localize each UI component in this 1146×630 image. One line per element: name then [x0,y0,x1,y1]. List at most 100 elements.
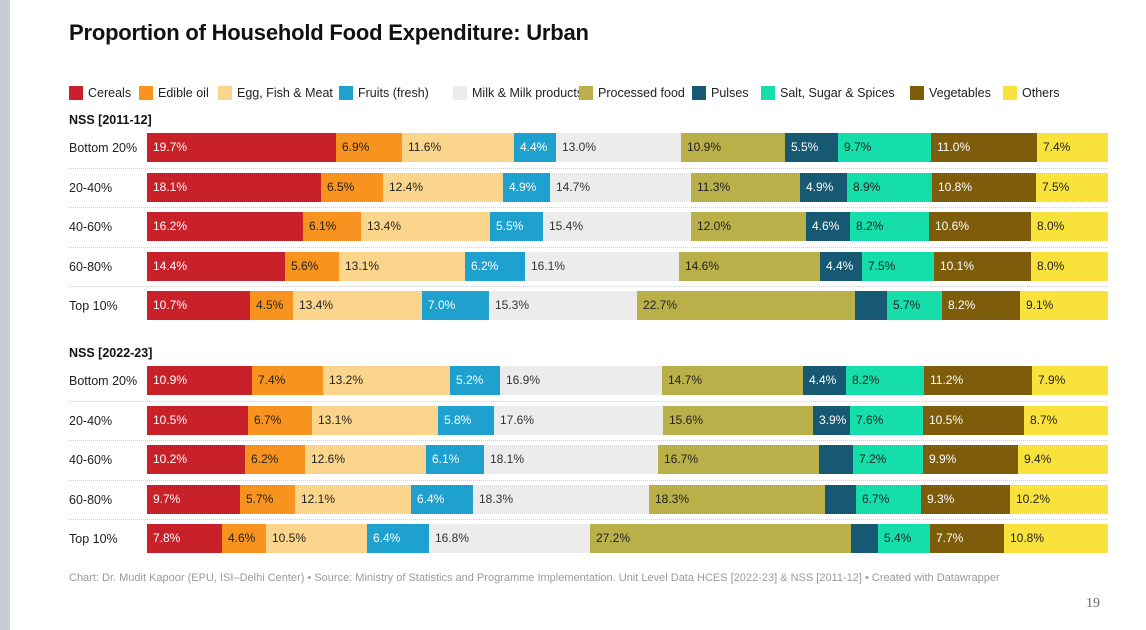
data-label: 4.4% [809,373,837,387]
data-label: 14.4% [153,258,188,273]
data-label: 6.7% [862,491,890,506]
data-label: 16.1% [531,258,566,273]
data-label: 4.4% [520,140,548,154]
bar-segment: 6.5% [321,172,383,202]
data-label: 5.8% [444,412,472,427]
data-label: 18.1% [490,452,525,466]
bar-segment: 16.1% [525,251,679,281]
data-label: 7.4% [258,373,286,387]
bar-segment: 6.4% [367,524,429,553]
data-label: 10.5% [272,531,307,545]
data-label: 8.2% [948,298,976,312]
stacked-bar: 18.1% 6.5% 12.4% 4.9% 14.7% 11.3% 4.9% 8.9% 10.8… [147,172,1108,202]
data-label: 8.2% [856,219,884,233]
bar-segment: 9.7% [838,133,931,162]
data-label: 13.1% [345,258,380,273]
bar-segment: 8.2% [850,212,929,241]
bar-segment: 8.0% [1031,212,1108,241]
data-label: 11.6% [408,140,442,154]
data-label: 9.3% [927,491,955,506]
data-label: 10.5% [929,412,964,427]
bar-segment: 9.7% [147,484,240,514]
bar-segment: 8.2% [942,291,1020,320]
bar-segment: 7.2% [853,445,923,474]
data-label: 4.4% [826,258,854,273]
legend-swatch [69,86,83,100]
data-label: 17.6% [500,412,535,427]
bar-segment: 5.4% [878,524,930,553]
bar-segment: 11.0% [931,133,1037,162]
data-label: 4.9% [806,179,834,194]
bar-segment: 18.1% [484,445,658,474]
bar-segment: 7.9% [1032,366,1108,395]
bar-segment: 15.4% [543,212,691,241]
row-separator [69,286,1108,287]
data-label: 13.4% [367,219,402,233]
legend-item: Vegetables [910,84,991,102]
bar-segment: 16.8% [429,524,590,553]
data-label: 10.8% [1010,531,1045,545]
data-label: 13.1% [318,412,353,427]
bar-segment: 11.2% [924,366,1032,395]
row-separator [69,400,1108,402]
bar-segment: 9.4% [1018,445,1108,474]
data-label: 8.9% [853,179,881,194]
bar-segment: 4.4% [820,251,862,281]
bar-segment: 16.7% [658,445,819,474]
data-label: 10.7% [153,298,188,312]
bar-segment: 12.6% [305,445,426,474]
data-label: 7.2% [859,452,887,466]
bar-segment: 27.2% [590,524,851,553]
data-label: 4.5% [256,298,284,312]
bar-segment: 13.4% [361,212,490,241]
legend-swatch [218,86,232,100]
row-label: 20-40% [69,180,113,195]
bar-segment: 5.5% [785,133,838,162]
legend-label: Others [1022,86,1060,100]
chart-footer-credits: Chart: Dr. Mudit Kapoor (EPU, ISI–Delhi … [69,572,1000,584]
data-label: 5.6% [291,258,319,273]
legend-swatch [910,86,924,100]
data-label: 7.4% [1043,140,1071,154]
data-label: 10.8% [938,179,973,194]
bar-segment: 12.0% [691,212,806,241]
data-label: 16.2% [153,219,188,233]
legend-label: Vegetables [929,86,991,100]
legend-label: Edible oil [158,86,209,100]
data-label: 12.4% [389,179,424,194]
bar-segment: 4.4% [514,133,556,162]
legend-swatch [692,86,706,100]
data-label: 8.2% [852,373,880,387]
bar-segment: 12.4% [383,172,503,202]
bar-segment: 19.7% [147,133,336,162]
bar-segment: 10.5% [266,524,367,553]
bar-segment: 6.7% [248,405,312,435]
chart-title: Proportion of Household Food Expenditure… [69,20,589,45]
data-label: 11.2% [930,373,964,387]
row-label: Bottom 20% [69,141,138,155]
data-label: 16.7% [664,452,699,466]
legend-item: Salt, Sugar & Spices [761,84,895,102]
bar-segment: 7.4% [252,366,323,395]
data-label: 6.9% [342,140,370,154]
bar-segment: 4.6% [806,212,850,241]
data-label: 15.6% [669,412,704,427]
bar-segment: 16.2% [147,212,303,241]
bar-segment: 8.7% [1024,405,1108,435]
bar-segment: 10.6% [929,212,1031,241]
legend-item: Edible oil [139,84,209,102]
row-label: 20-40% [69,413,113,428]
bar-segment: 12.1% [295,484,411,514]
row-separator [69,479,1108,481]
bar-segment: 13.1% [339,251,465,281]
row-separator [69,440,1108,441]
data-label: 6.1% [309,219,337,233]
bar-segment [851,524,878,553]
row-separator [69,167,1108,169]
bar-segment: 13.0% [556,133,681,162]
legend-item: Milk & Milk products [453,84,583,102]
bar-segment: 9.9% [923,445,1018,474]
data-label: 11.3% [697,179,731,194]
bar-segment: 15.3% [489,291,637,320]
data-label: 5.7% [246,491,274,506]
